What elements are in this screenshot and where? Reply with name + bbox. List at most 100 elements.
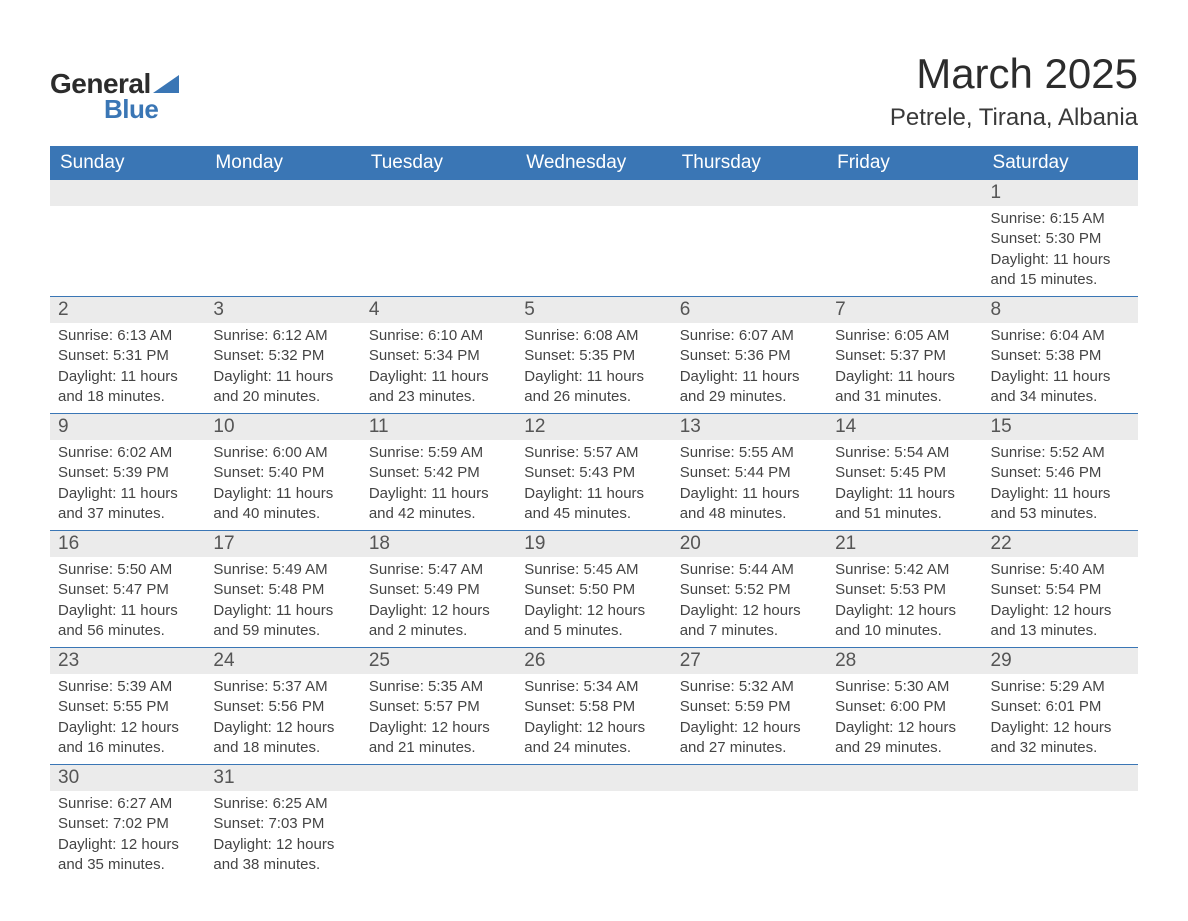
sunrise-line: Sunrise: 5:35 AM [369, 677, 508, 697]
day-number: 13 [672, 414, 827, 440]
day-number: 10 [205, 414, 360, 440]
day-number: 24 [205, 648, 360, 674]
day-body: Sunrise: 5:49 AMSunset: 5:48 PMDaylight:… [205, 557, 360, 647]
calendar-cell [983, 765, 1138, 882]
calendar-cell: 31Sunrise: 6:25 AMSunset: 7:03 PMDayligh… [205, 765, 360, 882]
sunset-line: Sunset: 7:03 PM [213, 814, 352, 834]
logo-text-blue: Blue [104, 94, 158, 125]
sunrise-line: Sunrise: 6:02 AM [58, 443, 197, 463]
location: Petrele, Tirana, Albania [890, 104, 1138, 132]
daylight-line: Daylight: 12 hours and 29 minutes. [835, 718, 974, 759]
sunset-line: Sunset: 5:48 PM [213, 580, 352, 600]
sunset-line: Sunset: 5:43 PM [524, 463, 663, 483]
sunrise-line: Sunrise: 6:12 AM [213, 326, 352, 346]
day-body: Sunrise: 6:15 AMSunset: 5:30 PMDaylight:… [983, 206, 1138, 296]
day-body: Sunrise: 5:35 AMSunset: 5:57 PMDaylight:… [361, 674, 516, 764]
weekday-header: Friday [827, 146, 982, 180]
sunrise-line: Sunrise: 5:40 AM [991, 560, 1130, 580]
sunset-line: Sunset: 5:57 PM [369, 697, 508, 717]
day-number: 15 [983, 414, 1138, 440]
day-number: 22 [983, 531, 1138, 557]
day-number: 7 [827, 297, 982, 323]
day-body: Sunrise: 6:02 AMSunset: 5:39 PMDaylight:… [50, 440, 205, 530]
day-number: 2 [50, 297, 205, 323]
weekday-header: Monday [205, 146, 360, 180]
daylight-line: Daylight: 11 hours and 20 minutes. [213, 367, 352, 408]
daylight-line: Daylight: 11 hours and 53 minutes. [991, 484, 1130, 525]
weekday-header: Wednesday [516, 146, 671, 180]
sunset-line: Sunset: 5:55 PM [58, 697, 197, 717]
sunset-line: Sunset: 5:58 PM [524, 697, 663, 717]
day-body: Sunrise: 5:39 AMSunset: 5:55 PMDaylight:… [50, 674, 205, 764]
day-number: 27 [672, 648, 827, 674]
sunrise-line: Sunrise: 6:13 AM [58, 326, 197, 346]
daylight-line: Daylight: 11 hours and 42 minutes. [369, 484, 508, 525]
day-number: 21 [827, 531, 982, 557]
day-number: 26 [516, 648, 671, 674]
day-number: 23 [50, 648, 205, 674]
day-number: 6 [672, 297, 827, 323]
sunset-line: Sunset: 5:30 PM [991, 229, 1130, 249]
daylight-line: Daylight: 11 hours and 34 minutes. [991, 367, 1130, 408]
day-body: Sunrise: 5:57 AMSunset: 5:43 PMDaylight:… [516, 440, 671, 530]
day-number-empty [516, 765, 671, 791]
daylight-line: Daylight: 11 hours and 31 minutes. [835, 367, 974, 408]
sunset-line: Sunset: 5:53 PM [835, 580, 974, 600]
weekday-header: Sunday [50, 146, 205, 180]
day-number: 17 [205, 531, 360, 557]
day-number: 16 [50, 531, 205, 557]
sunset-line: Sunset: 5:54 PM [991, 580, 1130, 600]
calendar-head: SundayMondayTuesdayWednesdayThursdayFrid… [50, 146, 1138, 180]
day-body: Sunrise: 6:12 AMSunset: 5:32 PMDaylight:… [205, 323, 360, 413]
sunset-line: Sunset: 5:42 PM [369, 463, 508, 483]
day-number: 30 [50, 765, 205, 791]
calendar-cell: 17Sunrise: 5:49 AMSunset: 5:48 PMDayligh… [205, 531, 360, 648]
day-body: Sunrise: 5:40 AMSunset: 5:54 PMDaylight:… [983, 557, 1138, 647]
day-number: 11 [361, 414, 516, 440]
calendar-cell: 21Sunrise: 5:42 AMSunset: 5:53 PMDayligh… [827, 531, 982, 648]
calendar-table: SundayMondayTuesdayWednesdayThursdayFrid… [50, 146, 1138, 881]
sunset-line: Sunset: 5:32 PM [213, 346, 352, 366]
sunrise-line: Sunrise: 5:52 AM [991, 443, 1130, 463]
day-body: Sunrise: 5:52 AMSunset: 5:46 PMDaylight:… [983, 440, 1138, 530]
calendar-cell: 2Sunrise: 6:13 AMSunset: 5:31 PMDaylight… [50, 297, 205, 414]
calendar-cell: 25Sunrise: 5:35 AMSunset: 5:57 PMDayligh… [361, 648, 516, 765]
sunrise-line: Sunrise: 6:00 AM [213, 443, 352, 463]
day-body: Sunrise: 6:25 AMSunset: 7:03 PMDaylight:… [205, 791, 360, 881]
day-number-empty [50, 180, 205, 206]
sunset-line: Sunset: 5:44 PM [680, 463, 819, 483]
calendar-cell [50, 180, 205, 297]
calendar-cell: 16Sunrise: 5:50 AMSunset: 5:47 PMDayligh… [50, 531, 205, 648]
calendar-body: 1Sunrise: 6:15 AMSunset: 5:30 PMDaylight… [50, 180, 1138, 881]
sunrise-line: Sunrise: 5:47 AM [369, 560, 508, 580]
day-number: 19 [516, 531, 671, 557]
sunrise-line: Sunrise: 5:29 AM [991, 677, 1130, 697]
day-number-empty [516, 180, 671, 206]
sunrise-line: Sunrise: 5:44 AM [680, 560, 819, 580]
calendar-cell [361, 765, 516, 882]
day-body: Sunrise: 5:47 AMSunset: 5:49 PMDaylight:… [361, 557, 516, 647]
calendar-cell: 5Sunrise: 6:08 AMSunset: 5:35 PMDaylight… [516, 297, 671, 414]
sunset-line: Sunset: 5:50 PM [524, 580, 663, 600]
sunset-line: Sunset: 5:49 PM [369, 580, 508, 600]
daylight-line: Daylight: 12 hours and 7 minutes. [680, 601, 819, 642]
sunrise-line: Sunrise: 5:57 AM [524, 443, 663, 463]
sunset-line: Sunset: 5:56 PM [213, 697, 352, 717]
weekday-header: Saturday [983, 146, 1138, 180]
daylight-line: Daylight: 11 hours and 37 minutes. [58, 484, 197, 525]
calendar-cell: 8Sunrise: 6:04 AMSunset: 5:38 PMDaylight… [983, 297, 1138, 414]
day-body: Sunrise: 6:04 AMSunset: 5:38 PMDaylight:… [983, 323, 1138, 413]
daylight-line: Daylight: 12 hours and 32 minutes. [991, 718, 1130, 759]
daylight-line: Daylight: 11 hours and 40 minutes. [213, 484, 352, 525]
header: General Blue March 2025 Petrele, Tirana,… [50, 50, 1138, 132]
calendar-cell: 13Sunrise: 5:55 AMSunset: 5:44 PMDayligh… [672, 414, 827, 531]
sunrise-line: Sunrise: 5:49 AM [213, 560, 352, 580]
calendar-cell [205, 180, 360, 297]
calendar-cell [827, 180, 982, 297]
daylight-line: Daylight: 11 hours and 23 minutes. [369, 367, 508, 408]
sunrise-line: Sunrise: 6:07 AM [680, 326, 819, 346]
day-number: 1 [983, 180, 1138, 206]
day-body: Sunrise: 5:50 AMSunset: 5:47 PMDaylight:… [50, 557, 205, 647]
sunset-line: Sunset: 6:00 PM [835, 697, 974, 717]
calendar-cell: 18Sunrise: 5:47 AMSunset: 5:49 PMDayligh… [361, 531, 516, 648]
